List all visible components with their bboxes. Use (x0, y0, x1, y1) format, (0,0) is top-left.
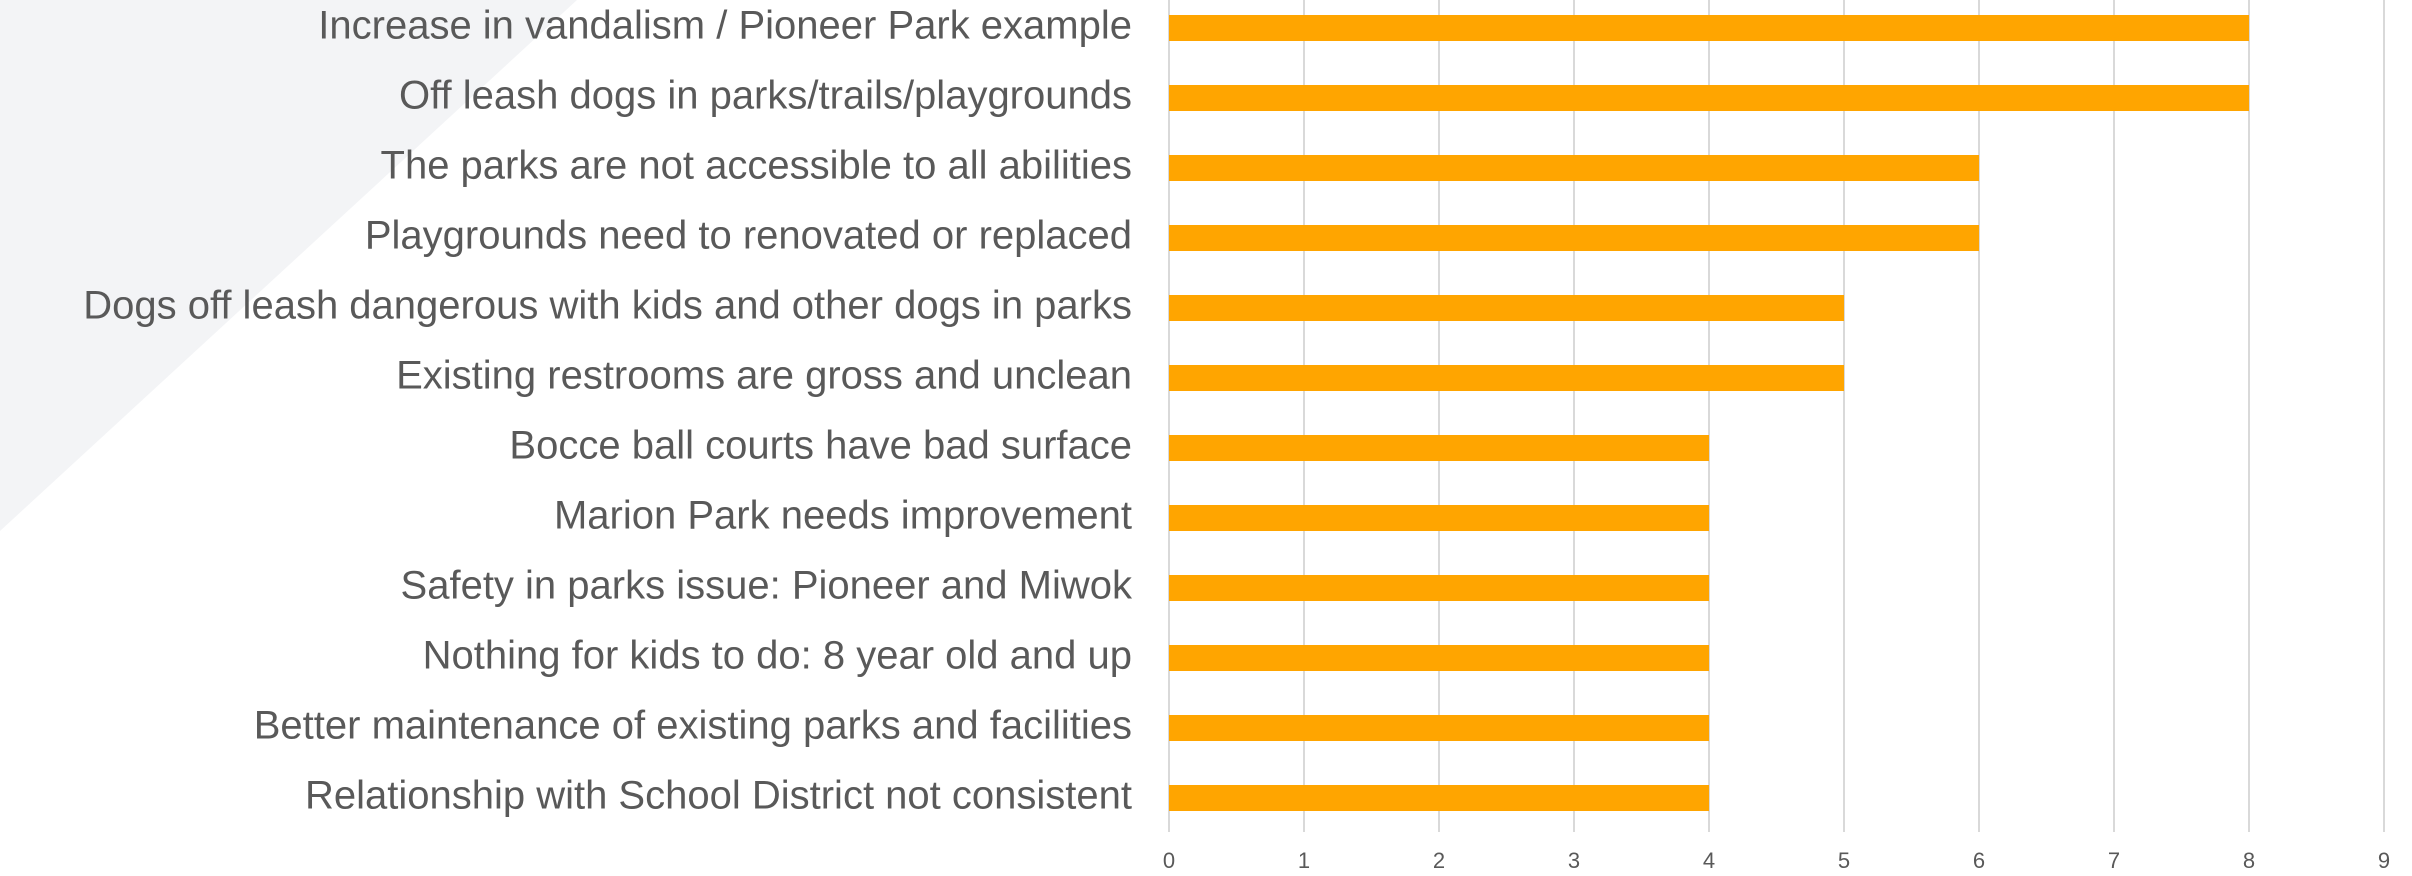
y-tick-label: Dogs off leash dangerous with kids and o… (83, 284, 1132, 328)
y-tick-label: Relationship with School District not co… (305, 774, 1132, 818)
x-tick-label: 8 (2243, 848, 2255, 873)
bar (1169, 225, 1979, 251)
bar (1169, 15, 2249, 41)
y-tick-label: Playgrounds need to renovated or replace… (365, 214, 1132, 258)
x-tick-label: 1 (1298, 848, 1310, 873)
bar (1169, 435, 1709, 461)
bar (1169, 575, 1709, 601)
y-tick-label: Safety in parks issue: Pioneer and Miwok (401, 564, 1133, 608)
y-tick-label: Marion Park needs improvement (554, 494, 1132, 538)
x-tick-label: 0 (1163, 848, 1175, 873)
bar (1169, 85, 2249, 111)
bar (1169, 365, 1844, 391)
bar (1169, 715, 1709, 741)
x-tick-label: 7 (2108, 848, 2120, 873)
x-tick-label: 2 (1433, 848, 1445, 873)
x-tick-label: 3 (1568, 848, 1580, 873)
y-tick-label: Better maintenance of existing parks and… (254, 704, 1132, 748)
y-tick-label: Increase in vandalism / Pioneer Park exa… (318, 4, 1132, 48)
y-tick-label: Bocce ball courts have bad surface (509, 424, 1132, 468)
x-tick-label: 6 (1973, 848, 1985, 873)
bar (1169, 785, 1709, 811)
x-tick-label: 9 (2378, 848, 2390, 873)
y-tick-label: The parks are not accessible to all abil… (381, 144, 1132, 188)
bar (1169, 505, 1709, 531)
x-tick-label: 4 (1703, 848, 1715, 873)
bar (1169, 155, 1979, 181)
x-tick-label: 5 (1838, 848, 1850, 873)
background-shape (0, 0, 577, 531)
y-tick-label: Off leash dogs in parks/trails/playgroun… (399, 74, 1132, 118)
y-tick-label: Nothing for kids to do: 8 year old and u… (423, 634, 1132, 678)
y-tick-label: Existing restrooms are gross and unclean (396, 354, 1132, 398)
bar (1169, 295, 1844, 321)
bar (1169, 645, 1709, 671)
